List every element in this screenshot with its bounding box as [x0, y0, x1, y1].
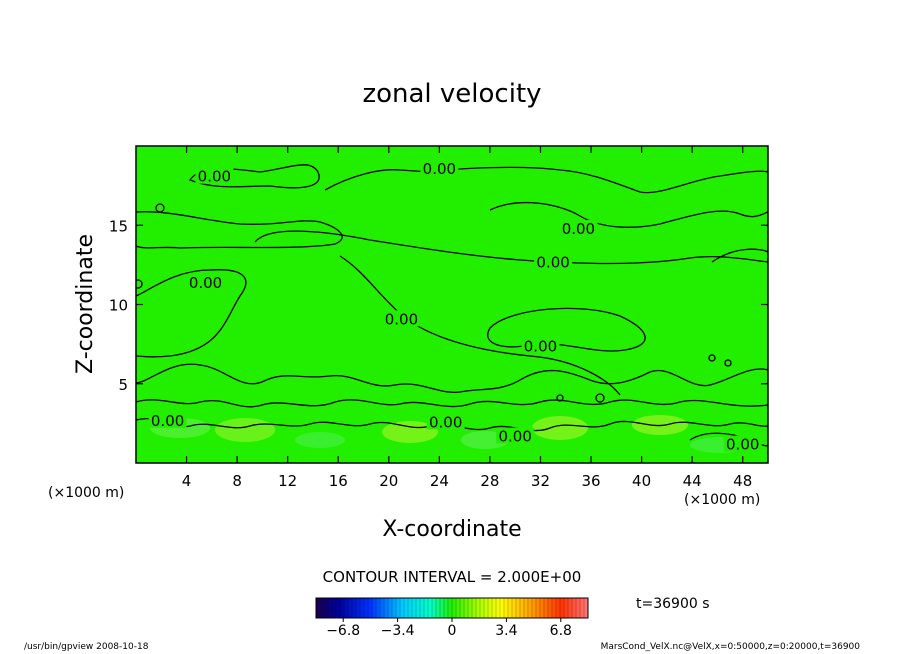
x-tick-label: 28 — [480, 472, 499, 490]
contour-label-bg — [195, 167, 234, 184]
x-tick-label: 16 — [329, 472, 348, 490]
colorbar-tick-label: 3.4 — [495, 623, 517, 639]
contour-label: 0.00 — [524, 337, 557, 355]
colorbar-tick-label: 0 — [448, 623, 457, 639]
x-tick-label: 48 — [733, 472, 752, 490]
contour-label: 0.00 — [151, 412, 184, 430]
colorbar-ticks: −6.8 −3.4 0 3.4 6.8 — [326, 618, 572, 639]
contour-line — [254, 230, 768, 265]
contour-labels: 0.00 0.00 0.00 0.00 0.00 0.00 0.00 0.00 0.00 0.00… — [148, 159, 762, 454]
time-label: t=36900 s — [636, 596, 710, 612]
x-unit-left: (×1000 m) — [48, 485, 124, 501]
x-tick-label: 8 — [232, 472, 242, 490]
contour-line — [136, 211, 343, 249]
contour-label-bg — [426, 413, 465, 430]
contour-line — [489, 201, 768, 228]
x-tick-label: 36 — [581, 472, 600, 490]
y-tick-label: 15 — [109, 217, 128, 235]
contour-label-bg — [521, 337, 560, 354]
x-tick-label: 40 — [632, 472, 651, 490]
contour-closed-loop — [155, 203, 165, 213]
contour-label-bg — [186, 273, 225, 290]
colorbar-bands — [319, 598, 585, 618]
contour-label: 0.00 — [536, 253, 569, 271]
field-patch — [295, 432, 345, 448]
x-tick-label: 20 — [379, 472, 398, 490]
velocity-field — [136, 146, 768, 463]
contour-label: 0.00 — [429, 413, 462, 431]
contour-label-bg — [496, 427, 535, 444]
footer-right: MarsCond_VelX.nc@VelX,x=0:50000,z=0:2000… — [600, 642, 860, 652]
contour-interval-text: CONTOUR INTERVAL = 2.000E+00 — [323, 568, 582, 586]
x-tick-label: 44 — [683, 472, 702, 490]
field-patch — [382, 421, 438, 443]
field-patch — [532, 416, 588, 440]
chart-title: zonal velocity — [362, 79, 541, 109]
contour-line — [339, 255, 621, 396]
colorbar-tick-label: 6.8 — [550, 623, 572, 639]
contour-label: 0.00 — [189, 274, 222, 292]
contour-line — [136, 269, 247, 358]
contour-label-bg — [534, 253, 573, 270]
contour-label-bg — [382, 310, 421, 327]
contour-label: 0.00 — [198, 168, 231, 186]
y-axis: 5 10 15 — [109, 217, 768, 394]
colorbar-tick-label: −3.4 — [381, 623, 415, 639]
contour-label-bg — [148, 411, 187, 428]
x-axis-label: X-coordinate — [382, 517, 521, 542]
contour-closed-loop — [595, 393, 605, 403]
footer-left: /usr/bin/gpview 2008-10-18 — [24, 642, 149, 652]
colorbar-tick-label: −6.8 — [326, 623, 360, 639]
y-tick-label: 10 — [109, 297, 128, 315]
x-tick-label: 32 — [531, 472, 550, 490]
contour-closed-loop — [724, 359, 732, 367]
contour-closed-loop — [556, 394, 564, 402]
contour-line — [324, 166, 768, 194]
contour-label: 0.00 — [385, 310, 418, 328]
contour-line — [711, 248, 768, 263]
contour-label: 0.00 — [498, 428, 531, 446]
contour-line — [487, 307, 646, 352]
contour-line — [136, 363, 768, 394]
contour-label: 0.00 — [423, 160, 456, 178]
contour-closed-loop — [136, 279, 143, 289]
y-tick-label: 5 — [118, 376, 128, 394]
contour-label-bg — [559, 220, 598, 237]
x-tick-label: 12 — [278, 472, 297, 490]
contour-label-bg — [723, 435, 762, 452]
contour-line — [136, 399, 768, 408]
x-tick-label: 24 — [430, 472, 449, 490]
contour-line — [189, 164, 320, 189]
x-unit-right: (×1000 m) — [684, 492, 760, 508]
contour-label-bg — [420, 159, 459, 176]
y-axis-label: Z-coordinate — [73, 234, 98, 374]
contour-label: 0.00 — [562, 220, 595, 238]
contour-closed-loop — [708, 354, 716, 362]
contour-label: 0.00 — [726, 436, 759, 454]
x-axis: 4 8 12 16 20 24 28 32 36 40 44 48 — [182, 146, 752, 490]
x-tick-label: 4 — [182, 472, 192, 490]
field-patch — [215, 418, 275, 442]
